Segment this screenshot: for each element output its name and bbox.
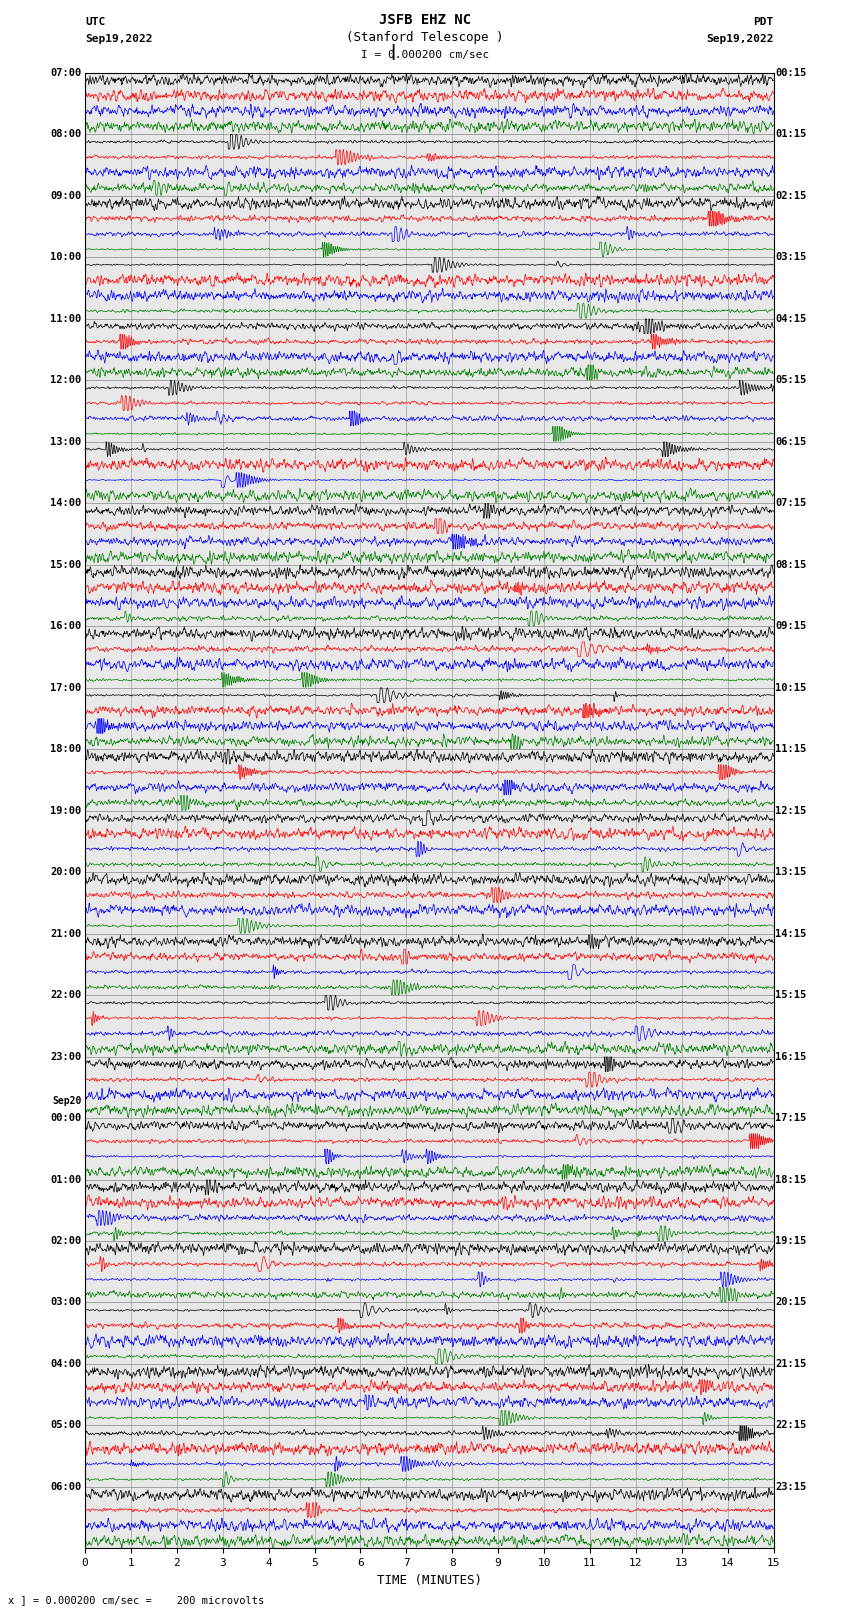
Text: 15:00: 15:00	[50, 560, 82, 569]
Text: 09:15: 09:15	[775, 621, 806, 631]
Text: 18:15: 18:15	[775, 1174, 806, 1184]
Text: 07:15: 07:15	[775, 498, 806, 508]
Text: 05:15: 05:15	[775, 376, 806, 386]
Text: 20:00: 20:00	[50, 868, 82, 877]
Text: 22:00: 22:00	[50, 990, 82, 1000]
Text: 18:00: 18:00	[50, 744, 82, 753]
Text: 01:15: 01:15	[775, 129, 806, 139]
Text: 16:00: 16:00	[50, 621, 82, 631]
Text: 03:00: 03:00	[50, 1297, 82, 1308]
X-axis label: TIME (MINUTES): TIME (MINUTES)	[377, 1574, 482, 1587]
Text: 19:15: 19:15	[775, 1236, 806, 1245]
Text: PDT: PDT	[753, 18, 774, 27]
Text: 04:15: 04:15	[775, 313, 806, 324]
Text: 08:00: 08:00	[50, 129, 82, 139]
Text: 20:15: 20:15	[775, 1297, 806, 1308]
Text: x ] = 0.000200 cm/sec =    200 microvolts: x ] = 0.000200 cm/sec = 200 microvolts	[8, 1595, 264, 1605]
Text: UTC: UTC	[85, 18, 105, 27]
Text: 07:00: 07:00	[50, 68, 82, 77]
Text: 04:00: 04:00	[50, 1360, 82, 1369]
Text: 06:15: 06:15	[775, 437, 806, 447]
Text: 01:00: 01:00	[50, 1174, 82, 1184]
Text: 12:15: 12:15	[775, 805, 806, 816]
Text: Sep20: Sep20	[52, 1097, 82, 1107]
Text: 13:00: 13:00	[50, 437, 82, 447]
Text: 22:15: 22:15	[775, 1421, 806, 1431]
Text: 14:15: 14:15	[775, 929, 806, 939]
Text: 00:15: 00:15	[775, 68, 806, 77]
Text: 02:00: 02:00	[50, 1236, 82, 1245]
Text: Sep19,2022: Sep19,2022	[706, 34, 774, 44]
Text: 12:00: 12:00	[50, 376, 82, 386]
Text: 05:00: 05:00	[50, 1421, 82, 1431]
Text: 17:00: 17:00	[50, 682, 82, 692]
Text: 08:15: 08:15	[775, 560, 806, 569]
Text: 00:00: 00:00	[50, 1113, 82, 1123]
Text: (Stanford Telescope ): (Stanford Telescope )	[346, 31, 504, 44]
Text: 23:15: 23:15	[775, 1482, 806, 1492]
Text: 21:15: 21:15	[775, 1360, 806, 1369]
Text: 21:00: 21:00	[50, 929, 82, 939]
Text: I = 0.000200 cm/sec: I = 0.000200 cm/sec	[361, 50, 489, 60]
Text: 11:00: 11:00	[50, 313, 82, 324]
Text: 13:15: 13:15	[775, 868, 806, 877]
Text: |: |	[388, 44, 398, 60]
Text: 19:00: 19:00	[50, 805, 82, 816]
Text: 23:00: 23:00	[50, 1052, 82, 1061]
Text: 09:00: 09:00	[50, 190, 82, 200]
Text: 17:15: 17:15	[775, 1113, 806, 1123]
Text: JSFB EHZ NC: JSFB EHZ NC	[379, 13, 471, 27]
Text: 10:15: 10:15	[775, 682, 806, 692]
Text: 11:15: 11:15	[775, 744, 806, 753]
Text: 15:15: 15:15	[775, 990, 806, 1000]
Text: 03:15: 03:15	[775, 252, 806, 261]
Text: 16:15: 16:15	[775, 1052, 806, 1061]
Text: 02:15: 02:15	[775, 190, 806, 200]
Text: Sep19,2022: Sep19,2022	[85, 34, 152, 44]
Text: 14:00: 14:00	[50, 498, 82, 508]
Text: 10:00: 10:00	[50, 252, 82, 261]
Text: 06:00: 06:00	[50, 1482, 82, 1492]
